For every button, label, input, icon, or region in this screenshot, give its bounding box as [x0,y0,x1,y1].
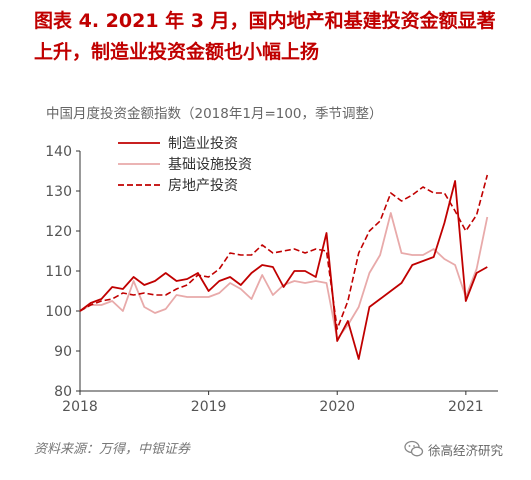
watermark-text: 徐高经济研究 [428,442,504,458]
y-tick-label: 120 [45,224,72,240]
y-tick-label: 140 [45,144,72,160]
x-tick-label: 2021 [448,399,484,415]
series-line-1 [79,180,488,360]
chart-lines [79,174,489,360]
wechat-icon [404,440,424,457]
figure-title-line-1: 图表 4. 2021 年 3 月，国内地产和基建投资金额显著 [34,10,496,32]
series-line-3 [79,174,489,330]
chart-subtitle: 中国月度投资金额指数（2018年1月=100，季节调整） [46,106,383,122]
figure-title: 图表 4. 2021 年 3 月，国内地产和基建投资金额显著 上升，制造业投资金… [34,6,514,68]
figure-title-line-2: 上升，制造业投资金额也小幅上扬 [34,41,320,63]
x-tick-label: 2019 [191,399,227,415]
y-tick-label: 130 [45,184,72,200]
y-tick-label: 110 [45,264,72,280]
y-tick-label: 100 [45,304,72,320]
series-line-2 [79,212,489,340]
y-tick-label: 80 [54,384,72,400]
source-note: 资料来源：万得，中银证券 [34,442,191,457]
chart-axes: 80 90 100 110 120 130 140 2018 2019 2020 2021 [45,144,498,415]
legend-label-2: 基础设施投资 [168,156,252,173]
x-tick-label: 2020 [319,399,355,415]
x-tick-label: 2018 [62,399,98,415]
watermark: 徐高经济研究 [404,439,503,459]
y-tick-label: 90 [54,344,72,360]
legend-label-1: 制造业投资 [168,136,238,152]
legend-label-3: 房地产投资 [168,178,238,194]
